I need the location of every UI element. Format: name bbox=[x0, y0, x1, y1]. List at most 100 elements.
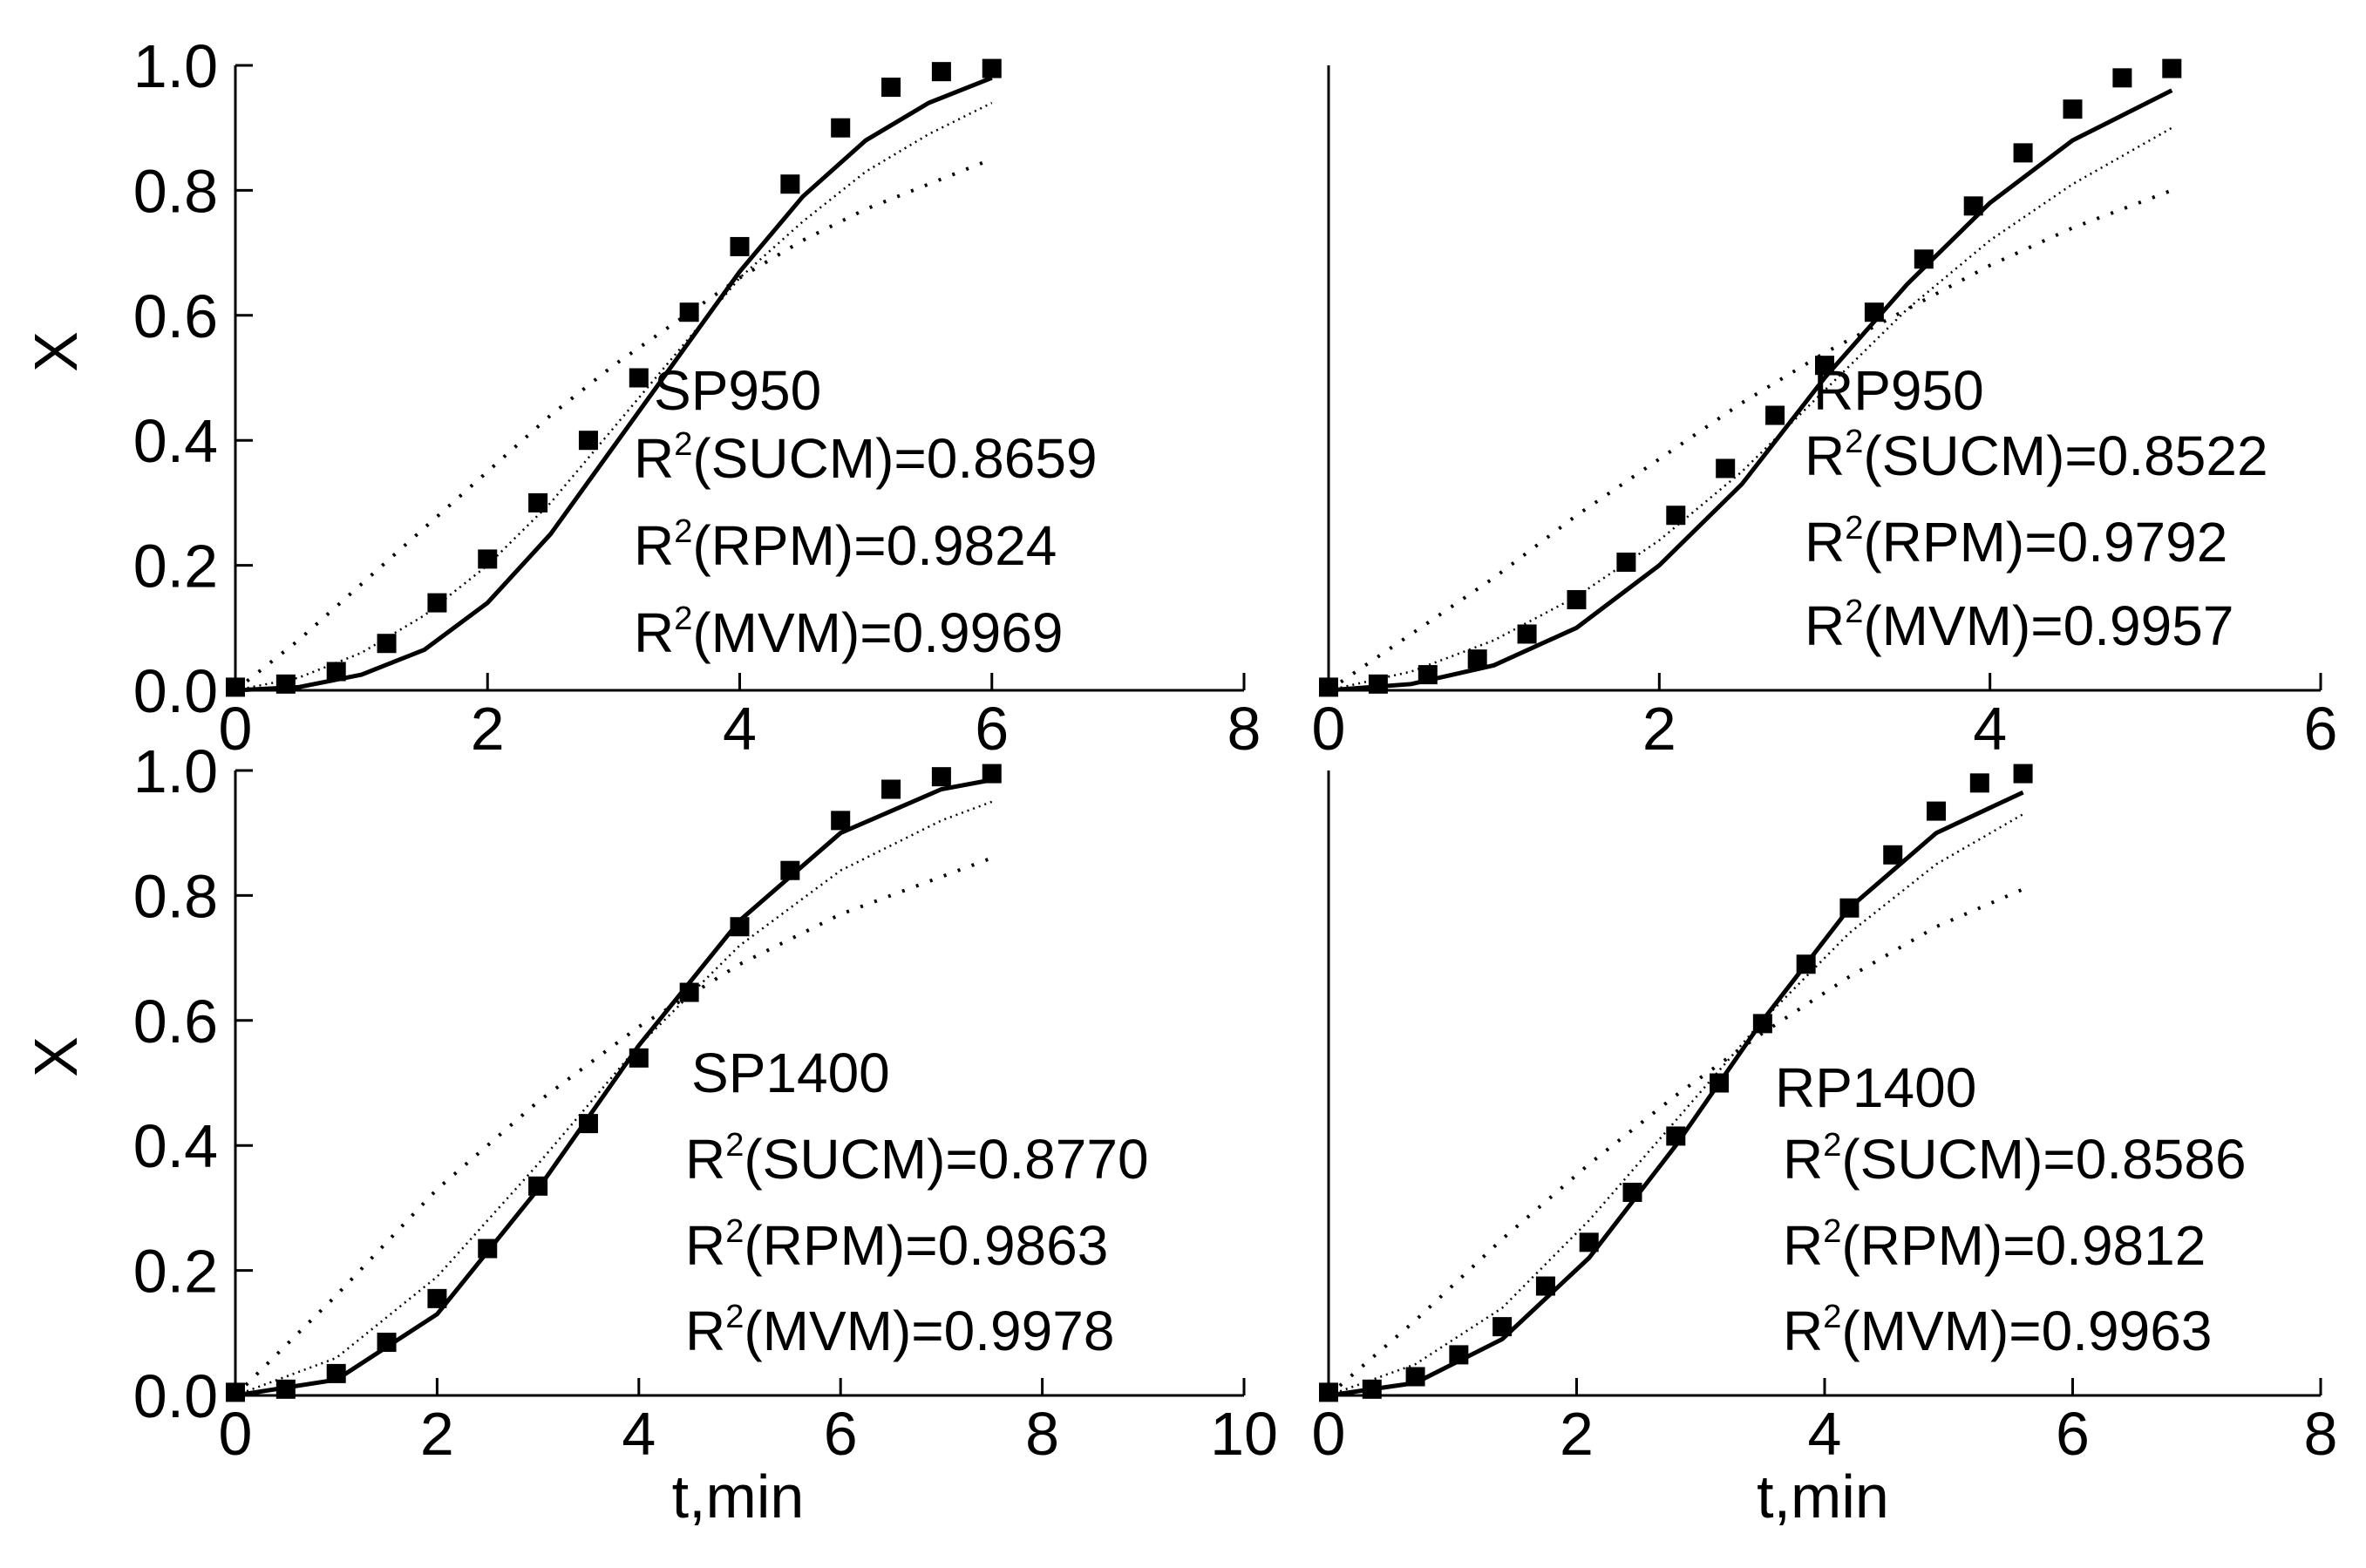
data-point bbox=[629, 368, 649, 388]
data-point bbox=[1666, 506, 1686, 526]
y-tick-label: 1.0 bbox=[133, 32, 218, 100]
y-tick-label: 0.8 bbox=[133, 157, 218, 225]
data-point bbox=[1927, 801, 1947, 821]
data-point bbox=[1579, 1232, 1599, 1252]
stat-base: R bbox=[1805, 511, 1845, 574]
data-point bbox=[2063, 99, 2083, 119]
data-point bbox=[2112, 68, 2132, 88]
data-point bbox=[1963, 196, 1983, 216]
y-axis-label: X bbox=[22, 331, 90, 372]
x-tick-label: 8 bbox=[1025, 1400, 1059, 1468]
data-point bbox=[730, 236, 750, 256]
x-tick-label: 4 bbox=[1973, 695, 2007, 763]
x-tick-label: 6 bbox=[2056, 1400, 2090, 1468]
x-axis-label: t,min bbox=[672, 1463, 805, 1531]
stat-text: (SUCM)=0.8586 bbox=[1841, 1128, 2246, 1191]
stat-sup: 2 bbox=[725, 1213, 744, 1250]
data-point bbox=[1535, 1276, 1555, 1296]
stat-text: (RPM)=0.9792 bbox=[1863, 511, 2227, 574]
x-tick-label: 4 bbox=[723, 695, 757, 763]
data-point bbox=[1567, 590, 1587, 610]
x-tick-label: 0 bbox=[1312, 695, 1346, 763]
y-tick-label: 1.0 bbox=[133, 737, 218, 805]
x-tick-label: 4 bbox=[622, 1400, 656, 1468]
data-point bbox=[2013, 764, 2033, 784]
data-point bbox=[881, 779, 901, 799]
stat-text: (SUCM)=0.8770 bbox=[744, 1128, 1148, 1191]
stat-sup: 2 bbox=[674, 601, 692, 637]
x-tick-label: 6 bbox=[824, 1400, 858, 1468]
x-tick-label: 8 bbox=[2304, 1400, 2338, 1468]
data-point bbox=[377, 634, 397, 654]
fit-statistic: R2(RPM)=0.9863 bbox=[685, 1213, 1108, 1277]
stat-sup: 2 bbox=[1823, 1127, 1841, 1164]
stat-sup: 2 bbox=[725, 1299, 744, 1335]
fit-statistic: R2(MVM)=0.9963 bbox=[1783, 1299, 2212, 1362]
x-tick-label: 4 bbox=[1808, 1400, 1842, 1468]
stat-base: R bbox=[685, 1300, 725, 1362]
data-point bbox=[377, 1333, 397, 1353]
data-point bbox=[730, 917, 750, 937]
data-point bbox=[478, 549, 498, 569]
fit-statistic: R2(SUCM)=0.8659 bbox=[634, 426, 1098, 490]
x-tick-label: 0 bbox=[219, 695, 253, 763]
data-point bbox=[226, 1382, 245, 1402]
y-tick-label: 0.8 bbox=[133, 862, 218, 930]
stat-sup: 2 bbox=[1823, 1213, 1841, 1250]
stat-text: (MVM)=0.9957 bbox=[1863, 594, 2233, 657]
data-point bbox=[427, 1288, 447, 1308]
panel-label: SP1400 bbox=[691, 1042, 890, 1104]
data-point bbox=[1616, 553, 1636, 573]
stat-base: R bbox=[634, 514, 674, 577]
fit-statistic: R2(RPM)=0.9812 bbox=[1783, 1213, 2206, 1277]
stat-sup: 2 bbox=[1845, 424, 1863, 460]
panel-label: SP950 bbox=[654, 359, 821, 422]
stat-sup: 2 bbox=[1823, 1299, 1841, 1335]
y-tick-label: 0.0 bbox=[133, 657, 218, 725]
fit-statistic: R2(MVM)=0.9957 bbox=[1805, 594, 2233, 657]
stat-text: (SUCM)=0.8522 bbox=[1863, 424, 2267, 487]
data-point bbox=[578, 431, 598, 451]
y-tick-label: 0.2 bbox=[133, 1238, 218, 1306]
stat-sup: 2 bbox=[674, 426, 692, 463]
stat-base: R bbox=[685, 1128, 725, 1191]
x-tick-label: 2 bbox=[471, 695, 505, 763]
model-curve bbox=[1328, 88, 2173, 693]
model-curve bbox=[235, 76, 993, 693]
stat-base: R bbox=[1783, 1128, 1823, 1191]
stat-sup: 2 bbox=[674, 513, 692, 550]
data-point bbox=[1492, 1317, 1513, 1337]
stat-base: R bbox=[1783, 1300, 1823, 1362]
y-tick-label: 0.6 bbox=[133, 282, 218, 350]
stat-text: (RPM)=0.9863 bbox=[744, 1214, 1108, 1277]
stat-text: (MVM)=0.9963 bbox=[1841, 1300, 2212, 1362]
model-curve bbox=[234, 157, 993, 692]
fit-statistic: R2(MVM)=0.9969 bbox=[634, 601, 1063, 664]
data-point bbox=[275, 674, 296, 694]
x-tick-label: 8 bbox=[1227, 695, 1261, 763]
panel-label: RP1400 bbox=[1775, 1056, 1976, 1119]
data-point bbox=[226, 677, 245, 697]
stat-base: R bbox=[634, 427, 674, 490]
stat-sup: 2 bbox=[1845, 510, 1863, 546]
model-curve bbox=[235, 800, 993, 1397]
stat-text: (SUCM)=0.8659 bbox=[692, 427, 1097, 490]
x-tick-label: 2 bbox=[1560, 1400, 1594, 1468]
data-point bbox=[1765, 405, 1785, 425]
data-point bbox=[831, 118, 851, 138]
data-point bbox=[578, 1114, 598, 1134]
model-curve bbox=[1328, 790, 2024, 1398]
x-axis-label: t,min bbox=[1757, 1463, 1889, 1531]
data-point bbox=[2013, 143, 2033, 163]
x-tick-label: 0 bbox=[1312, 1400, 1346, 1468]
y-tick-label: 0.2 bbox=[133, 533, 218, 601]
data-point bbox=[881, 78, 901, 98]
data-point bbox=[1467, 649, 1487, 669]
fit-statistic: R2(SUCM)=0.8770 bbox=[685, 1127, 1149, 1191]
data-point bbox=[1319, 1382, 1338, 1402]
stat-text: (MVM)=0.9969 bbox=[692, 601, 1063, 664]
x-tick-label: 6 bbox=[2304, 695, 2338, 763]
stat-base: R bbox=[1783, 1214, 1823, 1277]
data-point bbox=[1319, 677, 1338, 697]
